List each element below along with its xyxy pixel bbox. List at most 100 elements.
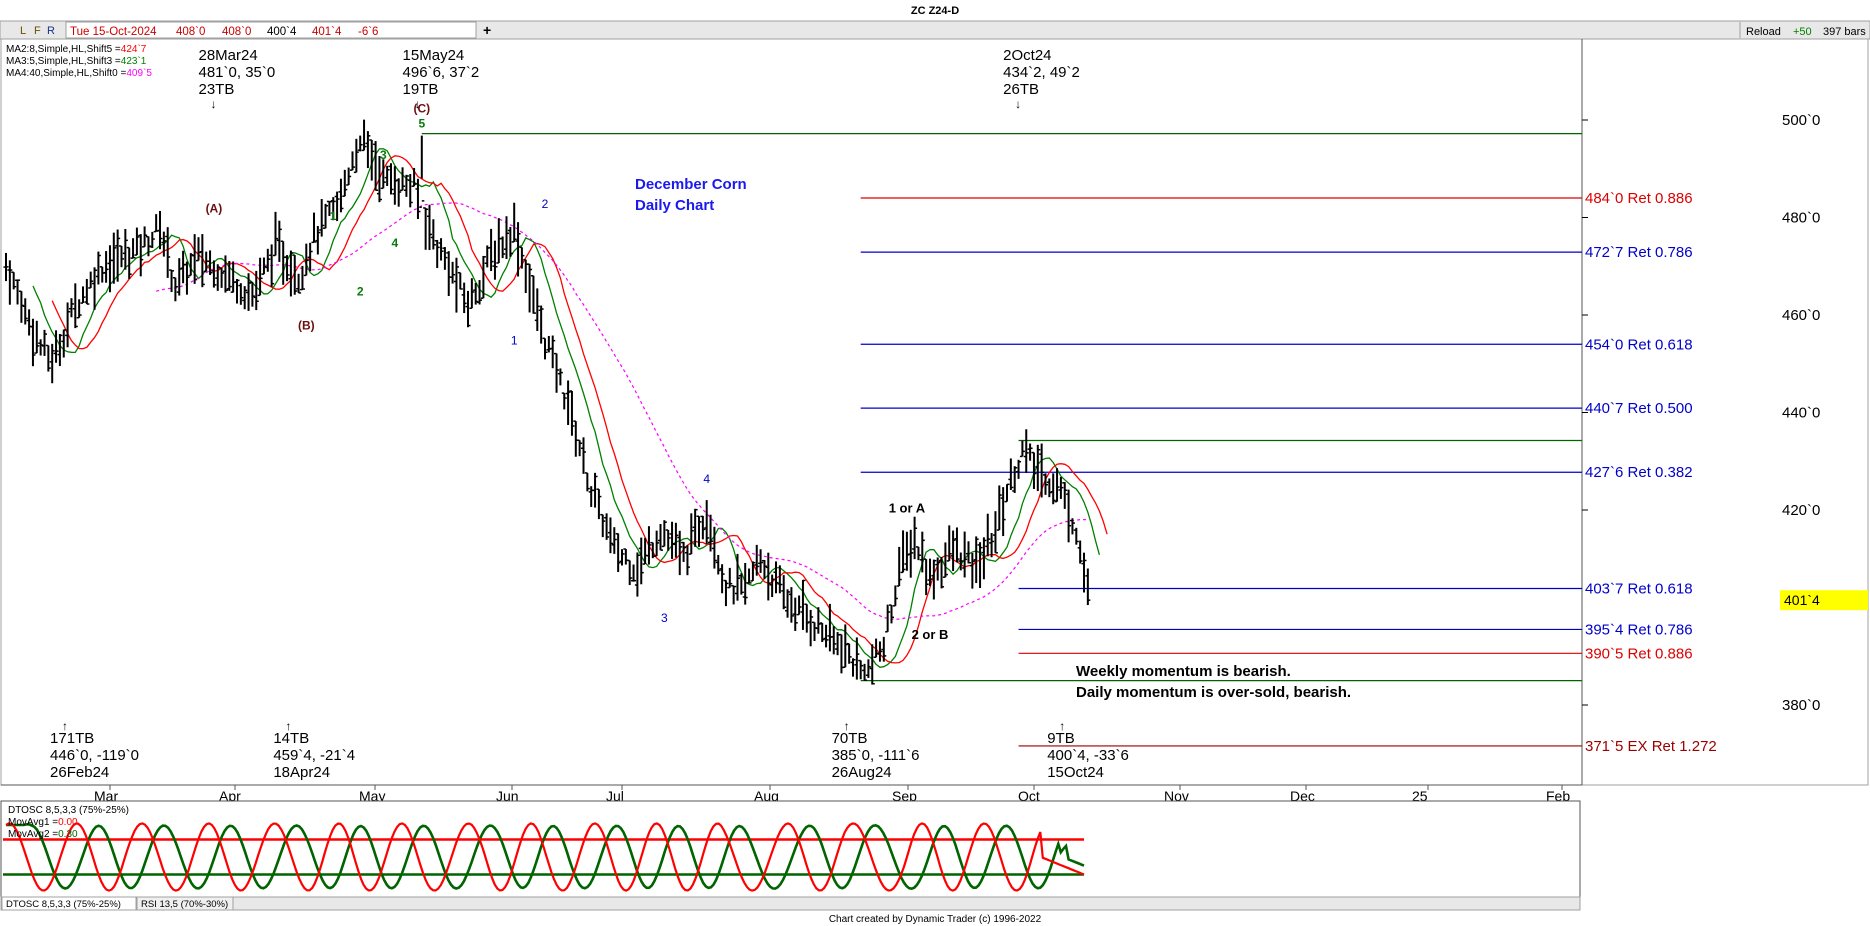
price-bar [119, 245, 124, 268]
swing-high-annotation: 496`6, 37`2 [403, 64, 480, 81]
price-bar [561, 392, 567, 410]
ma-legend-2: MA3:5,Simple,HL,Shift3 =423`1 [6, 55, 147, 67]
price-bar [253, 270, 259, 311]
price-bar [908, 529, 914, 578]
price-bar [157, 210, 163, 250]
retracement-labels: 484`0 Ret 0.886 472`7 Ret 0.786 454`0 Ret … [1585, 190, 1717, 755]
swing-high-annotation: 23TB [199, 81, 235, 98]
price-bar [265, 248, 271, 272]
toolbar-buttons: L F R [20, 25, 55, 37]
price-bar [1085, 568, 1091, 606]
quote-change: -6`6 [358, 26, 378, 38]
price-bar [1058, 477, 1064, 499]
price-bar [465, 290, 471, 328]
osc-legend-ma2: MovAvg2 =0.30 [8, 829, 78, 840]
price-bar [307, 242, 313, 272]
price-bar [754, 544, 760, 576]
price-bar [192, 234, 198, 284]
price-bar [719, 564, 725, 594]
price-bar [723, 579, 729, 607]
price-bar [915, 546, 921, 561]
price-bar [854, 637, 860, 680]
price-bar [242, 286, 248, 310]
price-bar [661, 520, 667, 548]
ma-legend-3: MA4:40,Simple,HL,Shift0 =409`5 [6, 67, 152, 79]
price-bar [935, 557, 941, 581]
price-bar [954, 527, 960, 563]
add-icon[interactable]: + [483, 22, 491, 38]
price-bar [761, 559, 767, 580]
swing-high-annotation: 28Mar24 [199, 47, 258, 64]
price-bar [939, 557, 945, 589]
price-bar [353, 138, 359, 174]
x-tick-label: Apr [219, 788, 241, 804]
quote-date: Tue 15-Oct-2024 [70, 26, 157, 38]
price-bar [735, 553, 740, 601]
ma-legend-1-text: MA2:8,Simple,HL,Shift5 = [6, 44, 121, 55]
price-bar [511, 202, 517, 243]
price-bar [1012, 466, 1018, 493]
osc-legend-ma2-text: MovAvg2 = [8, 829, 58, 840]
ma-legend: MA2:8,Simple,HL,Shift5 =424`7 MA3:5,Simp… [6, 43, 152, 79]
price-bar [796, 595, 802, 616]
price-bar [488, 228, 494, 272]
price-bar [30, 318, 36, 367]
tab-dtosc[interactable]: DTOSC 8,5,3,3 (75%-25%) [1, 896, 137, 911]
reload-button[interactable]: Reload [1746, 26, 1781, 38]
price-bar [303, 243, 309, 277]
wave-label: 3 [661, 611, 668, 625]
y-tick-label: 420`0 [1782, 502, 1820, 519]
price-bar [284, 255, 290, 282]
price-bar [72, 283, 78, 329]
last-price-marker [1780, 590, 1868, 611]
oscillator-lines [3, 822, 1085, 892]
price-bar [261, 257, 267, 275]
price-bar [962, 531, 968, 578]
price-bar [869, 644, 875, 685]
price-bar [34, 320, 40, 354]
oscillator-panel [0, 800, 1581, 898]
price-bar [1077, 540, 1083, 564]
price-bar [326, 200, 332, 216]
price-bar [708, 514, 714, 552]
price-bar [692, 508, 698, 547]
price-bar [84, 278, 90, 305]
price-bar [1008, 458, 1014, 491]
price-bar [11, 271, 17, 290]
price-bar [492, 240, 498, 280]
price-bar [527, 263, 533, 313]
retracement-label: 371`5 EX Ret 1.272 [1585, 738, 1717, 755]
chart-subtitle: Daily Chart [635, 197, 714, 214]
quote-high: 408`0 [222, 26, 251, 38]
price-bar [673, 522, 679, 558]
x-tick-label: Nov [1164, 788, 1189, 804]
price-bar [1039, 443, 1045, 498]
price-bar [1035, 444, 1041, 492]
price-bar [966, 541, 971, 564]
toolbar-button-l[interactable]: L [20, 25, 26, 37]
retracement-label: 390`5 Ret 0.886 [1585, 645, 1693, 662]
price-bar [769, 574, 775, 598]
swing-low-annotation: 70TB [832, 730, 868, 747]
price-bar [1031, 451, 1037, 489]
swing-high-annotation: 2Oct24 [1003, 47, 1051, 64]
price-bar [758, 549, 764, 573]
price-bar [319, 199, 325, 237]
toolbar-button-r[interactable]: R [47, 25, 55, 37]
price-bar [842, 624, 848, 669]
price-bar [380, 159, 386, 190]
price-bar [103, 251, 109, 283]
price-bar [126, 246, 132, 280]
price-bar [1027, 443, 1033, 461]
price-bar [850, 658, 856, 677]
tab-rsi[interactable]: RSI 13,5 (70%-30%) [136, 896, 234, 911]
price-bar [565, 380, 571, 425]
price-bar [1023, 429, 1029, 473]
price-bar [542, 337, 548, 360]
price-bar [361, 119, 367, 152]
price-bar [765, 552, 771, 601]
toolbar-button-f[interactable]: F [34, 25, 41, 37]
weekly-momentum-note: Weekly momentum is bearish. [1076, 663, 1291, 680]
price-bar [38, 339, 44, 356]
price-bar [457, 271, 463, 290]
